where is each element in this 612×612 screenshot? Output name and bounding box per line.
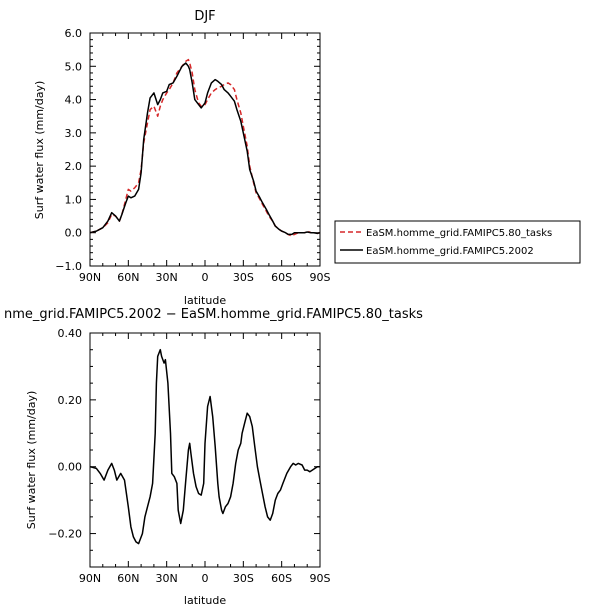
top-tick-labels: 90N 60N 30N 0 30S 60S 90S −1.0 0.0 1.0 2.0 3.0 4.0 5.… [55,27,330,284]
top-x-tick-label: 90N [79,271,101,284]
top-y-tick-label: 3.0 [65,127,83,140]
bottom-chart-title: nme_grid.FAMIPC5.2002 − EaSM.homme_grid.… [4,307,423,322]
bottom-x-tick-label: 90S [310,572,331,585]
bottom-y-tick-label: 0.20 [58,394,83,407]
top-y-tick-label: 4.0 [65,94,83,107]
top-x-tick-label: 90S [310,271,331,284]
bottom-tick-labels: 90N 60N 30N 0 30S 60S 90S −0.20 0.00 0.20 0.40 [48,327,330,585]
top-y-tick-label: 5.0 [65,60,83,73]
top-y-tick-label: −1.0 [55,260,82,273]
top-y-tick-label: 6.0 [65,27,83,40]
top-tick-marks [89,32,321,267]
legend-label-80-tasks: EaSM.homme_grid.FAMIPC5.80_tasks [366,228,552,239]
top-y-axis-label: Surf water flux (mm/day) [33,81,46,220]
bottom-x-tick-label: 60S [271,572,292,585]
bottom-x-axis-label: latitude [184,594,226,607]
top-series-line-0 [89,58,321,237]
top-x-tick-label: 30N [156,271,178,284]
legend: EaSM.homme_grid.FAMIPC5.80_tasks EaSM.ho… [334,220,581,264]
top-panel: DJF Surf water flux (mm/day) latitude 90… [33,9,331,307]
bottom-plot-frame [89,332,321,568]
legend-label-2002: EaSM.homme_grid.FAMIPC5.2002 [366,246,534,257]
bottom-y-axis-label: Surf water flux (mm/day) [25,391,38,530]
bottom-x-tick-label: 60N [117,572,139,585]
top-plot-frame [89,32,321,267]
bottom-x-tick-label: 30N [156,572,178,585]
bottom-x-tick-label: 30S [233,572,254,585]
bottom-y-tick-label: 0.00 [58,461,83,474]
top-y-tick-label: 0.0 [65,227,83,240]
top-x-tick-label: 60N [117,271,139,284]
top-series-lines [89,58,321,237]
top-series-line-1 [89,62,321,236]
bottom-y-tick-label: 0.40 [58,327,83,340]
top-y-tick-label: 1.0 [65,193,83,206]
bottom-series-lines [89,348,320,545]
top-x-tick-label: 0 [202,271,209,284]
top-y-tick-label: 2.0 [65,160,83,173]
bottom-x-tick-label: 90N [79,572,101,585]
top-x-axis-label: latitude [184,294,226,307]
top-x-tick-label: 60S [271,271,292,284]
bottom-y-tick-label: −0.20 [48,528,82,541]
bottom-series-line-0 [89,348,320,545]
top-chart-title: DJF [194,9,215,24]
top-x-tick-label: 30S [233,271,254,284]
bottom-x-tick-label: 0 [202,572,209,585]
legend-box [334,220,581,264]
bottom-panel: nme_grid.FAMIPC5.2002 − EaSM.homme_grid.… [4,307,423,607]
